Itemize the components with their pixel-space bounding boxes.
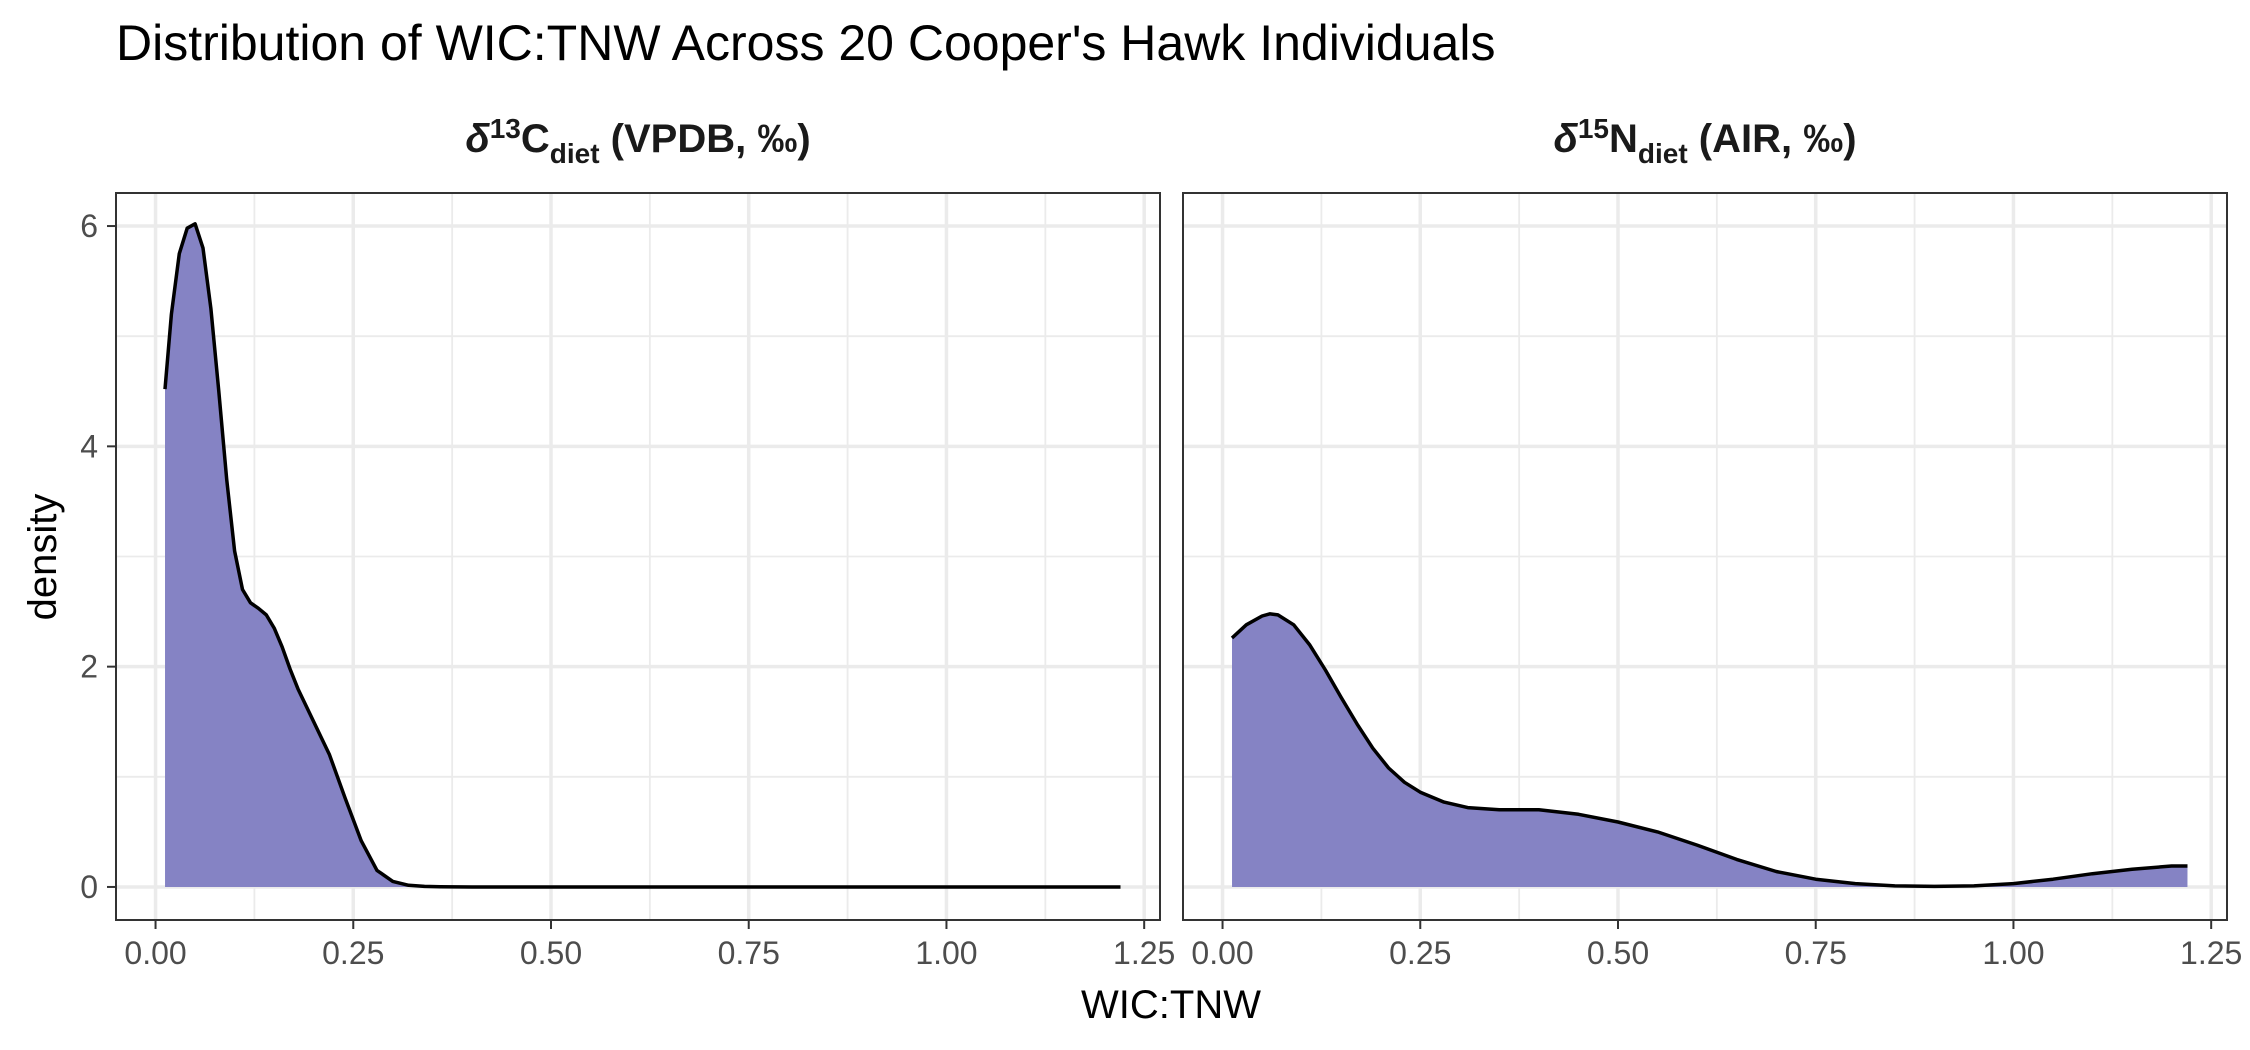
facet-panel-1: δ13Cdiet (VPDB, ‰) 0.00 0.25 0.50 0.75 1.00 1.… — [80, 113, 1175, 971]
y-tick-label: 6 — [80, 208, 98, 244]
x-tick-label: 0.50 — [1587, 935, 1649, 971]
density-line — [1230, 612, 2188, 889]
facet-panel-2: δ15Ndiet (AIR, ‰) 0.00 0.25 0.50 0.75 1.00 1.2… — [1182, 113, 2242, 971]
y-tick-label: 0 — [80, 869, 98, 905]
facet-strip-label: δ13Cdiet (VPDB, ‰) — [465, 113, 810, 169]
y-tick-label: 2 — [80, 649, 98, 685]
facet-panels: δ13Cdiet (VPDB, ‰) 0.00 0.25 0.50 0.75 1.00 1.… — [80, 113, 2242, 971]
x-tick-label: 1.25 — [1113, 935, 1175, 971]
x-tick-label: 0.75 — [718, 935, 780, 971]
plot-title: Distribution of WIC:TNW Across 20 Cooper… — [116, 15, 1495, 71]
x-tick-label: 0.00 — [1191, 935, 1253, 971]
y-tick-label: 4 — [80, 428, 98, 464]
density-line — [163, 222, 1121, 889]
density-area — [165, 223, 1121, 888]
x-tick-label: 0.50 — [520, 935, 582, 971]
x-tick-label: 0.25 — [322, 935, 384, 971]
x-tick-label: 1.00 — [1982, 935, 2044, 971]
panel-border — [115, 192, 1161, 921]
facet-strip-label: δ15Ndiet (AIR, ‰) — [1553, 113, 1856, 169]
x-tick-label: 1.00 — [915, 935, 977, 971]
density-area — [1232, 613, 2188, 887]
panel-border — [1182, 192, 2228, 921]
x-tick-label: 0.25 — [1389, 935, 1451, 971]
x-tick-label: 0.00 — [124, 935, 186, 971]
x-tick-label: 1.25 — [2180, 935, 2242, 971]
x-tick-label: 0.75 — [1785, 935, 1847, 971]
x-axis-title: WIC:TNW — [1081, 983, 1261, 1027]
y-axis-title: density — [21, 494, 65, 621]
